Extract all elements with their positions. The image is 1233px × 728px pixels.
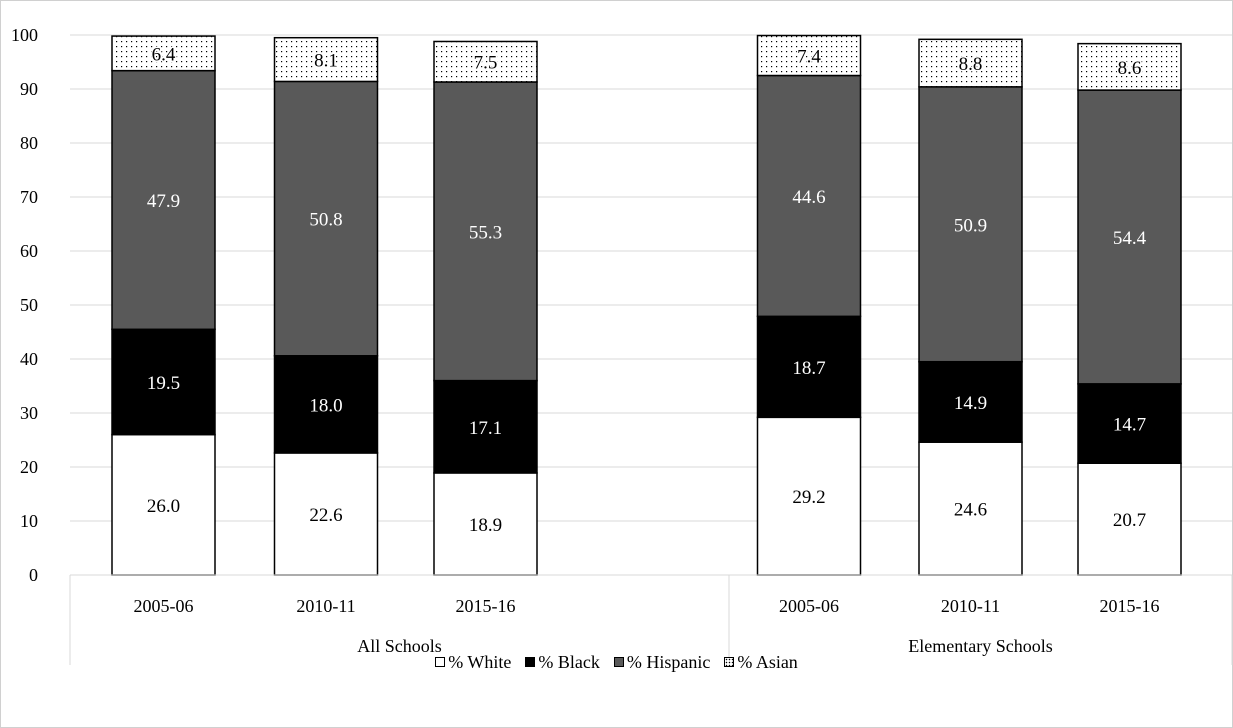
bar-segment-white (273, 452, 379, 576)
bar-segment-hispanic (433, 81, 538, 382)
y-tick-label: 0 (29, 565, 38, 585)
data-label-asian: 8.1 (314, 51, 338, 72)
data-label-hispanic: 55.3 (469, 222, 502, 243)
bars: 26.0 19.5 47.9 6.4 22.6 18.0 50.8 8.1 18.9 17.1 55… (111, 34, 1182, 576)
bar-segment-black (1077, 383, 1182, 464)
legend-label: % White (448, 652, 512, 672)
bar-segment-black (273, 355, 379, 454)
bar-segment-hispanic (918, 86, 1023, 363)
x-tick-label: 2015-16 (1100, 596, 1160, 616)
data-label-hispanic: 50.9 (954, 215, 987, 236)
y-tick-label: 50 (20, 295, 38, 315)
legend-swatch (724, 657, 735, 667)
bar-segment-asian (433, 40, 538, 83)
bar-segment-asian (1077, 42, 1182, 91)
data-label-hispanic: 44.6 (792, 187, 825, 208)
legend-swatch (613, 657, 624, 667)
bar-segment-black (111, 328, 216, 436)
y-tick-label: 70 (20, 187, 38, 207)
legend-label: % Asian (737, 652, 798, 672)
x-axis: 2005-06 2010-11 2015-16 All Schools 2005-06 2… (69, 574, 1233, 665)
y-tick-label: 10 (20, 511, 38, 531)
x-tick-label: 2005-06 (779, 596, 839, 616)
data-label-black: 18.0 (309, 395, 342, 416)
data-label-hispanic: 54.4 (1113, 228, 1147, 249)
data-label-hispanic: 50.8 (309, 210, 342, 231)
x-tick-label: 2005-06 (134, 596, 194, 616)
data-label-black: 14.9 (954, 393, 987, 414)
data-label-black: 17.1 (469, 418, 502, 439)
data-label-asian: 7.4 (797, 47, 821, 68)
bar-segment-asian (918, 38, 1023, 88)
data-label-white: 22.6 (309, 505, 342, 526)
bar-segment-asian (111, 35, 216, 72)
group-label: Elementary Schools (908, 636, 1052, 656)
legend-item: % Hispanic (613, 652, 711, 673)
bar-segment-white (1077, 462, 1182, 576)
group-label: All Schools (357, 636, 442, 656)
data-label-asian: 7.5 (474, 53, 498, 74)
legend-item: % Black (525, 652, 600, 673)
bar-segment-hispanic (756, 74, 862, 318)
bar-segment-hispanic (111, 69, 216, 331)
bar-segment-asian (756, 34, 862, 77)
data-label-asian: 6.4 (152, 44, 176, 65)
y-axis: 0 10 20 30 40 50 60 70 80 90 100 (11, 25, 38, 585)
legend-swatch (525, 657, 536, 667)
legend: % White % Black % Hispanic % Asian (0, 652, 1233, 673)
data-label-black: 18.7 (792, 358, 825, 379)
y-tick-label: 40 (20, 349, 38, 369)
data-label-black: 19.5 (147, 373, 180, 394)
data-label-white: 26.0 (147, 496, 180, 517)
data-label-black: 14.7 (1113, 415, 1146, 436)
bar-segment-black (918, 360, 1023, 443)
y-tick-label: 20 (20, 457, 38, 477)
data-label-hispanic: 47.9 (147, 191, 180, 212)
x-tick-label: 2015-16 (456, 596, 516, 616)
y-tick-label: 60 (20, 241, 38, 261)
y-tick-label: 90 (20, 79, 38, 99)
data-label-white: 29.2 (792, 487, 825, 508)
data-label-white: 18.9 (469, 515, 502, 536)
legend-label: % Black (538, 652, 600, 672)
y-tick-label: 80 (20, 133, 38, 153)
bar-segment-white (756, 416, 862, 576)
legend-label: % Hispanic (626, 652, 711, 672)
data-label-asian: 8.6 (1118, 58, 1142, 79)
bar-segment-white (918, 441, 1023, 576)
y-tick-label: 100 (11, 25, 38, 45)
bar-segment-asian (273, 36, 379, 83)
bar-segment-hispanic (273, 80, 379, 357)
data-label-white: 24.6 (954, 500, 987, 521)
data-label-white: 20.7 (1113, 510, 1146, 531)
legend-swatch (435, 657, 446, 667)
bar-segment-white (111, 433, 216, 576)
legend-item: % Asian (724, 652, 798, 673)
y-tick-label: 30 (20, 403, 38, 423)
data-label-asian: 8.8 (959, 54, 983, 75)
legend-item: % White (435, 652, 511, 673)
x-tick-label: 2010-11 (296, 596, 355, 616)
x-tick-label: 2010-11 (941, 596, 1000, 616)
bar-segment-black (433, 379, 538, 474)
gridlines (70, 34, 1232, 576)
